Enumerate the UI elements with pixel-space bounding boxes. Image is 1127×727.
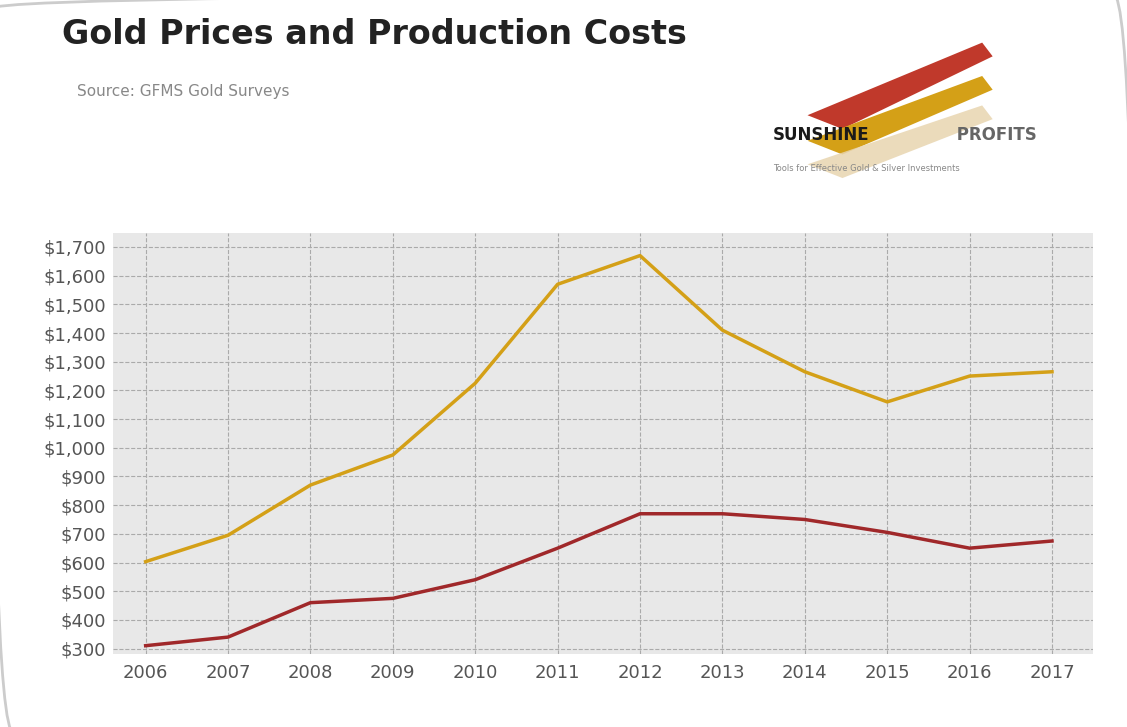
Text: Source: GFMS Gold Surveys: Source: GFMS Gold Surveys	[77, 84, 290, 99]
Text: Gold Prices and Production Costs: Gold Prices and Production Costs	[62, 18, 686, 51]
Polygon shape	[807, 43, 993, 129]
Polygon shape	[807, 105, 993, 178]
Text: PROFITS: PROFITS	[951, 126, 1037, 144]
Text: Tools for Effective Gold & Silver Investments: Tools for Effective Gold & Silver Invest…	[773, 164, 959, 173]
Polygon shape	[807, 76, 993, 155]
Text: SUNSHINE: SUNSHINE	[773, 126, 869, 144]
